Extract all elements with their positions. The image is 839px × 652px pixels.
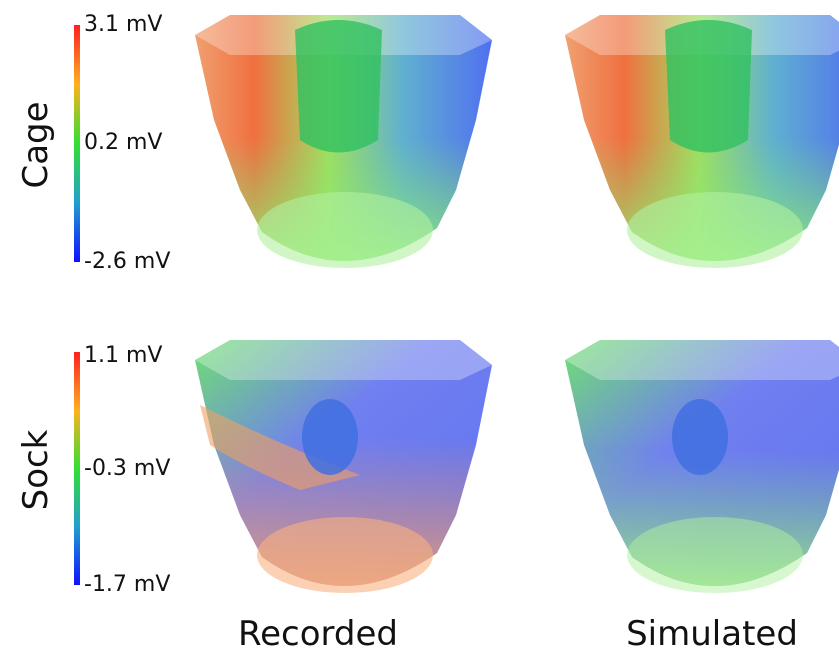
column-label: Recorded bbox=[238, 614, 398, 652]
cage-simulated bbox=[565, 15, 839, 268]
column-label: Simulated bbox=[626, 614, 798, 652]
scale-max: 1.1 mV bbox=[84, 343, 162, 368]
scale-mid: 0.2 mV bbox=[84, 130, 162, 155]
colorbar bbox=[74, 25, 80, 262]
scale-min: -2.6 mV bbox=[84, 249, 170, 274]
sock-simulated bbox=[565, 340, 839, 593]
row-label: Sock bbox=[16, 429, 56, 510]
sock-recorded bbox=[195, 340, 492, 593]
scale-max: 3.1 mV bbox=[84, 12, 162, 37]
scale-min: -1.7 mV bbox=[84, 572, 170, 597]
cage-recorded bbox=[195, 15, 492, 268]
scale-mid: -0.3 mV bbox=[84, 456, 170, 481]
figure: 3.1 mV 0.2 mV -2.6 mV 1.1 mV -0.3 mV -1.… bbox=[0, 0, 839, 652]
colorbar bbox=[74, 352, 80, 585]
row-label: Cage bbox=[16, 101, 56, 188]
